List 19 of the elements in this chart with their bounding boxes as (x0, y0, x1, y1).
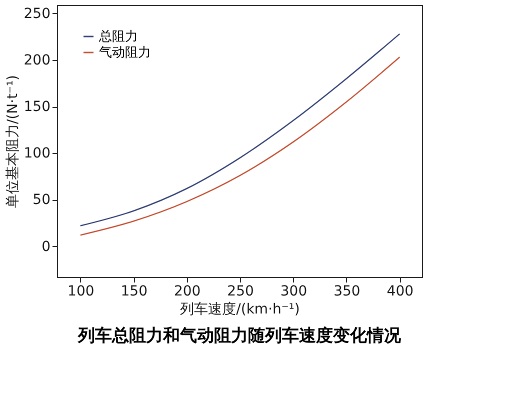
y-tick-label: 0 (42, 238, 50, 255)
y-tick-label: 200 (24, 52, 50, 68)
y-tick-label: 100 (24, 146, 50, 162)
text: 列车总阻力和气动阻力随列车速度变化情况 (77, 326, 402, 346)
x-tick-label: 400 (386, 284, 414, 300)
line-series (80, 56, 400, 236)
y-tick-label: 50 (32, 192, 50, 208)
x-tick-label: 300 (280, 284, 308, 300)
x-tick-label: 200 (174, 284, 201, 300)
x-tick-label: 100 (68, 284, 94, 300)
y-axis-title: 单位基本阻力/(N·t⁻¹) (4, 74, 21, 208)
legend-label: 总阻力 (98, 30, 138, 44)
x-tick-label: 250 (227, 284, 254, 300)
x-tick-label: 350 (334, 284, 360, 300)
x-axis-title: 列车速度/(km·h⁻¹) (180, 302, 300, 318)
x-tick-label: 150 (120, 284, 148, 300)
y-tick-label: 250 (24, 6, 50, 22)
y-tick-label: 150 (24, 99, 50, 116)
legend-label: 气动阻力 (99, 46, 151, 60)
